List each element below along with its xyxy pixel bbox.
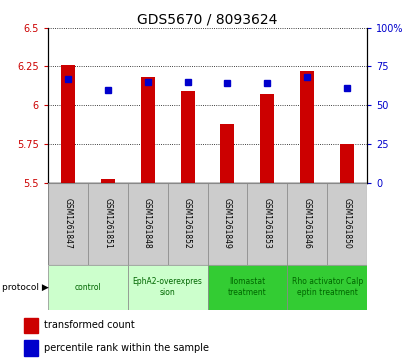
Bar xyxy=(181,91,195,183)
Text: GSM1261850: GSM1261850 xyxy=(343,198,352,249)
Text: control: control xyxy=(74,282,101,291)
Bar xyxy=(287,183,327,265)
Text: Ilomastat
treatment: Ilomastat treatment xyxy=(228,277,267,297)
Bar xyxy=(300,71,314,183)
Text: GSM1261852: GSM1261852 xyxy=(183,198,192,249)
Text: GSM1261847: GSM1261847 xyxy=(63,198,72,249)
Text: EphA2-overexpres
sion: EphA2-overexpres sion xyxy=(133,277,203,297)
Bar xyxy=(24,340,38,355)
Text: GSM1261849: GSM1261849 xyxy=(223,198,232,249)
Bar xyxy=(141,77,154,183)
Bar xyxy=(327,183,367,265)
Text: GSM1261848: GSM1261848 xyxy=(143,198,152,249)
Bar xyxy=(340,144,354,183)
Bar xyxy=(48,265,128,310)
Text: GSM1261851: GSM1261851 xyxy=(103,198,112,249)
Bar xyxy=(261,94,274,183)
Text: percentile rank within the sample: percentile rank within the sample xyxy=(44,343,209,353)
Text: GSM1261853: GSM1261853 xyxy=(263,198,272,249)
Text: Rho activator Calp
eptin treatment: Rho activator Calp eptin treatment xyxy=(292,277,363,297)
Bar xyxy=(168,183,208,265)
Bar xyxy=(287,265,367,310)
Bar xyxy=(88,183,128,265)
Bar xyxy=(208,265,287,310)
Text: GSM1261846: GSM1261846 xyxy=(303,198,312,249)
Bar xyxy=(128,265,208,310)
Bar xyxy=(48,183,88,265)
Bar xyxy=(247,183,287,265)
Bar xyxy=(101,179,115,183)
Text: transformed count: transformed count xyxy=(44,320,135,330)
Bar xyxy=(128,183,168,265)
Title: GDS5670 / 8093624: GDS5670 / 8093624 xyxy=(137,12,278,26)
Text: protocol ▶: protocol ▶ xyxy=(2,282,49,291)
Bar xyxy=(208,183,247,265)
Bar xyxy=(24,318,38,333)
Bar xyxy=(61,65,75,183)
Bar xyxy=(220,124,234,183)
